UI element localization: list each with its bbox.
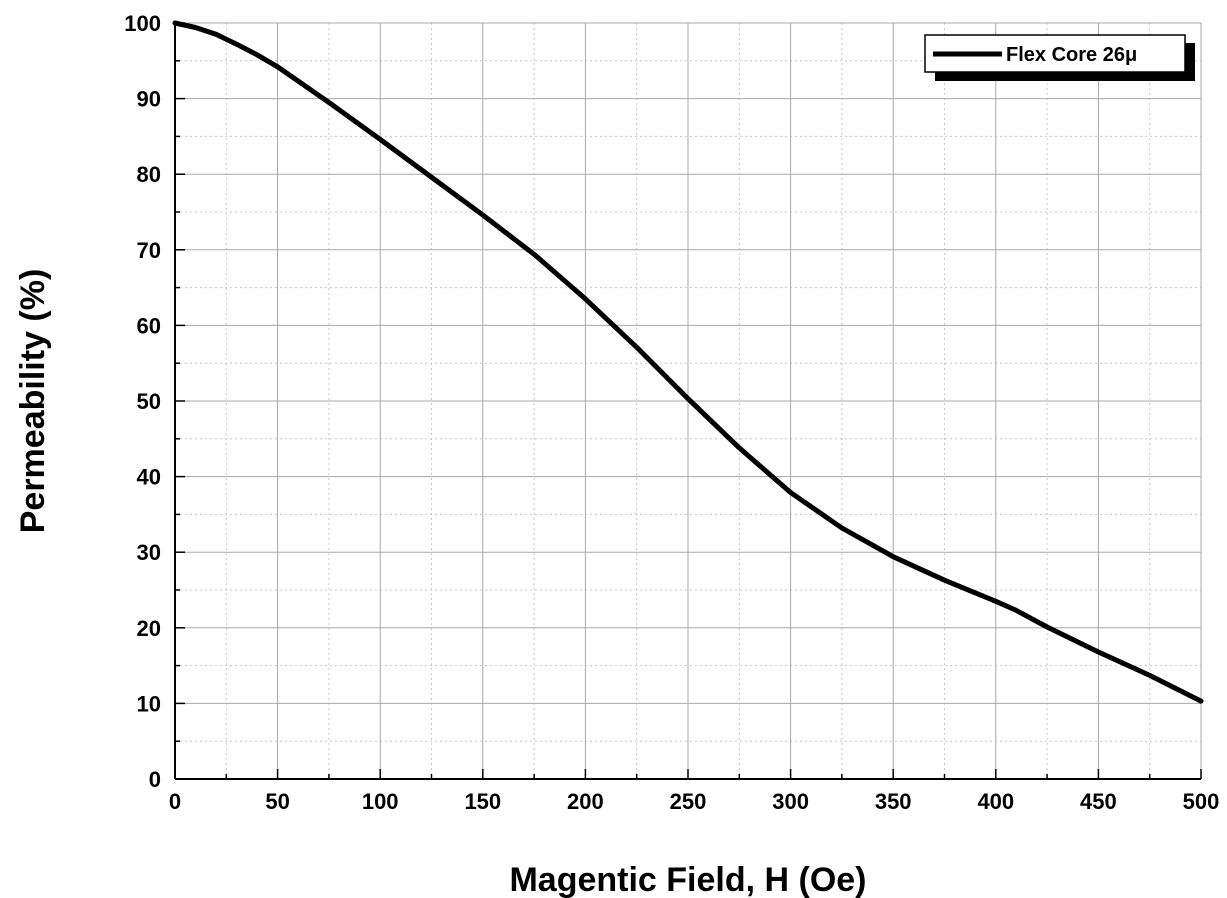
x-tick-label: 200 xyxy=(567,789,604,814)
x-tick-label: 350 xyxy=(875,789,912,814)
y-tick-label: 100 xyxy=(124,11,161,36)
y-tick-label: 10 xyxy=(137,691,161,716)
y-tick-label: 70 xyxy=(137,238,161,263)
y-tick-label: 60 xyxy=(137,313,161,338)
series-line-0 xyxy=(172,20,1204,704)
x-tick-label: 500 xyxy=(1183,789,1220,814)
y-tick-label: 30 xyxy=(137,540,161,565)
x-tick-label: 50 xyxy=(265,789,289,814)
x-axis-label: Magentic Field, H (Oe) xyxy=(509,861,866,898)
y-tick-label: 90 xyxy=(137,87,161,112)
y-tick-label: 50 xyxy=(137,389,161,414)
x-tick-label: 0 xyxy=(169,789,181,814)
legend: Flex Core 26μ xyxy=(924,34,1195,81)
x-tick-label: 100 xyxy=(362,789,399,814)
legend-entry-label: Flex Core 26μ xyxy=(1006,44,1137,66)
y-tick-label: 0 xyxy=(149,767,161,792)
y-axis-label: Permeability (%) xyxy=(14,269,52,534)
axes xyxy=(174,22,1202,780)
y-tick-labels: 0 10 20 30 40 50 60 70 80 90 100 xyxy=(124,11,161,792)
x-tick-label: 150 xyxy=(464,789,501,814)
x-tick-label: 250 xyxy=(670,789,707,814)
x-tick-label: 400 xyxy=(977,789,1014,814)
x-tick-label: 450 xyxy=(1080,789,1117,814)
y-tick-label: 80 xyxy=(137,162,161,187)
x-tick-labels: 0 50 100 150 200 250 300 350 400 450 500 xyxy=(169,789,1219,814)
y-tick-label: 20 xyxy=(137,616,161,641)
plot-area xyxy=(172,20,1204,704)
x-tick-label: 300 xyxy=(772,789,809,814)
y-tick-label: 40 xyxy=(137,465,161,490)
